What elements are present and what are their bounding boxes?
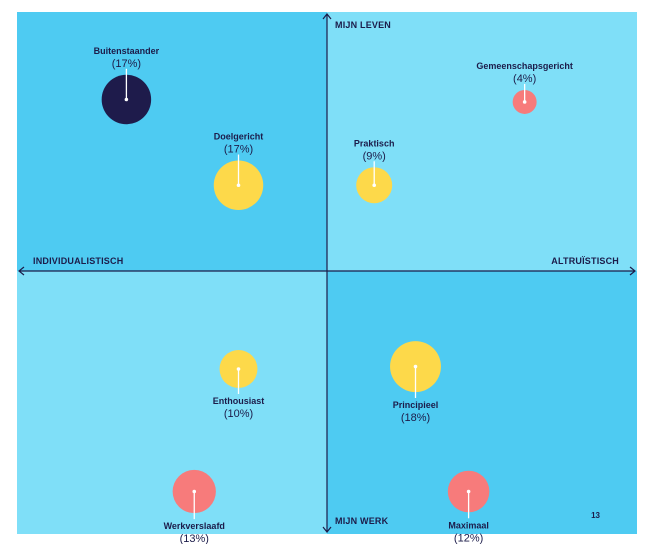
bubble-name-enthousiast: Enthousiast (213, 396, 265, 406)
bubble-percentage-buitenstaander: (17%) (112, 58, 141, 70)
bubble-percentage-doelgericht: (17%) (224, 144, 253, 156)
bubble-name-buitenstaander: Buitenstaander (94, 46, 160, 56)
bubble-werkverslaafd: Werkverslaafd (13%) (164, 469, 225, 544)
bubble-percentage-enthousiast: (10%) (224, 408, 253, 420)
bubble-percentage-praktisch: (9%) (363, 150, 386, 162)
bubble-name-werkverslaafd: Werkverslaafd (164, 521, 225, 531)
bubble-buitenstaander: Buitenstaander (17%) (94, 46, 160, 125)
bubble-praktisch: Praktisch (9%) (354, 138, 395, 204)
axis-arrow-right (629, 266, 636, 276)
axis-arrow-left (18, 266, 25, 276)
bubble-name-gemeenschapsgericht: Gemeenschapsgericht (476, 61, 573, 71)
bubble-enthousiast: Enthousiast (10%) (213, 350, 265, 420)
axis-arrow-top (322, 13, 332, 20)
quadrant-bottom-left (17, 271, 327, 534)
bubble-percentage-gemeenschapsgericht: (4%) (513, 73, 536, 85)
axis-label-bottom: MIJN WERK (335, 516, 389, 526)
bubble-name-praktisch: Praktisch (354, 138, 395, 148)
bubble-principieel: Principieel (18%) (390, 341, 441, 424)
bubble-percentage-principieel: (18%) (401, 412, 430, 424)
bubble-gemeenschapsgericht: Gemeenschapsgericht (4%) (476, 61, 573, 114)
bubble-percentage-werkverslaafd: (13%) (180, 533, 209, 544)
bubble-percentage-maximaal: (12%) (454, 532, 483, 544)
bubble-doelgericht: Doelgericht (17%) (214, 132, 264, 210)
bubble-name-doelgericht: Doelgericht (214, 132, 264, 142)
axis-label-left: INDIVIDUALISTISCH (33, 256, 123, 266)
axis-arrow-bottom (322, 526, 332, 533)
bubble-maximaal: Maximaal (12%) (447, 470, 490, 544)
bubble-name-maximaal: Maximaal (448, 520, 489, 530)
quadrant-top-right (327, 12, 637, 271)
page-number: 13 (591, 511, 600, 520)
axis-label-right: ALTRUÏSTISCH (551, 256, 619, 266)
bubble-name-principieel: Principieel (393, 400, 439, 410)
axis-label-top: MIJN LEVEN (335, 20, 391, 30)
bubbles-layer: Buitenstaander (17%) Doelgericht (17%) Prakt… (94, 46, 573, 544)
quadrant-top-left (17, 12, 327, 271)
